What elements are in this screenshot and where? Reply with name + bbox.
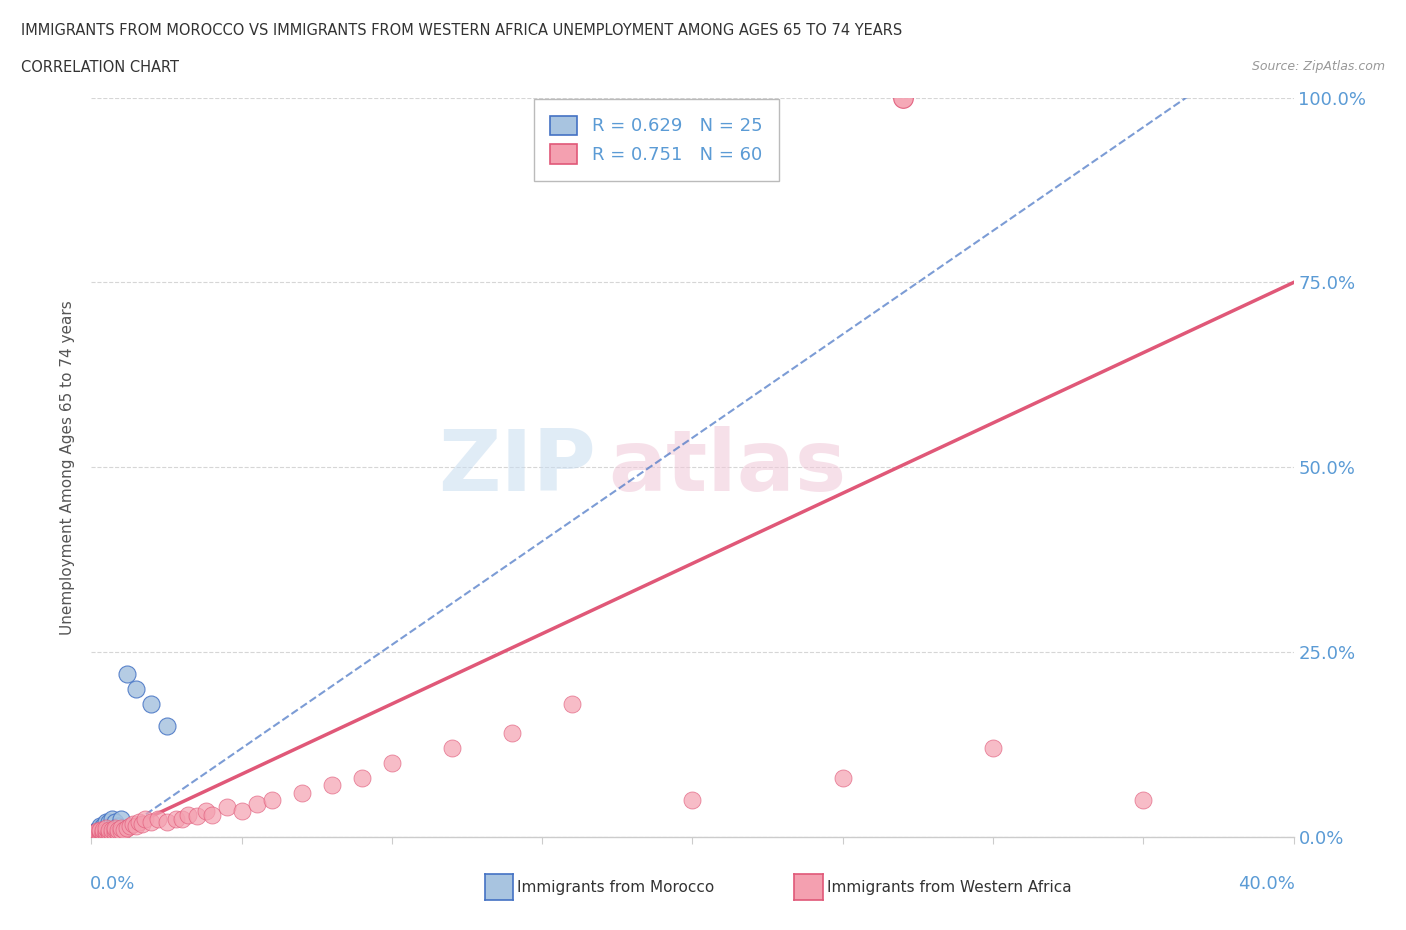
- Point: [246, 796, 269, 811]
- Point: [86, 828, 108, 843]
- Point: [110, 811, 132, 826]
- Point: [128, 815, 150, 830]
- Point: [831, 770, 853, 785]
- Point: [98, 815, 121, 830]
- Point: [89, 820, 111, 835]
- Point: [194, 804, 217, 818]
- Point: [501, 726, 523, 741]
- Text: ZIP: ZIP: [439, 426, 596, 509]
- Point: [93, 818, 115, 833]
- Point: [260, 792, 283, 807]
- Point: [321, 777, 343, 792]
- Point: [107, 822, 129, 837]
- Point: [98, 818, 121, 833]
- Point: [440, 741, 463, 756]
- Point: [89, 826, 111, 841]
- Point: [101, 817, 124, 831]
- Point: [120, 818, 142, 833]
- Point: [141, 815, 163, 830]
- Point: [231, 804, 253, 818]
- Point: [891, 90, 914, 105]
- Point: [101, 822, 124, 837]
- Legend: R = 0.629   N = 25, R = 0.751   N = 60: R = 0.629 N = 25, R = 0.751 N = 60: [534, 100, 779, 180]
- Point: [89, 826, 111, 841]
- Point: [146, 811, 169, 826]
- Point: [83, 828, 105, 843]
- Point: [83, 826, 105, 841]
- Point: [89, 822, 111, 837]
- Point: [89, 824, 111, 839]
- Point: [98, 824, 121, 839]
- Point: [86, 824, 108, 839]
- Point: [155, 815, 177, 830]
- Point: [981, 741, 1004, 756]
- Point: [201, 807, 224, 822]
- Point: [93, 827, 115, 842]
- Point: [98, 827, 121, 842]
- Point: [98, 822, 121, 837]
- Text: CORRELATION CHART: CORRELATION CHART: [21, 60, 179, 75]
- Point: [96, 825, 118, 840]
- Point: [96, 820, 118, 835]
- Point: [86, 822, 108, 837]
- Text: Immigrants from Western Africa: Immigrants from Western Africa: [827, 880, 1071, 895]
- Point: [86, 825, 108, 840]
- Point: [141, 697, 163, 711]
- Point: [89, 818, 111, 833]
- Point: [561, 697, 583, 711]
- Text: Immigrants from Morocco: Immigrants from Morocco: [517, 880, 714, 895]
- Point: [93, 824, 115, 839]
- Point: [93, 824, 115, 839]
- Point: [117, 820, 139, 835]
- Point: [117, 667, 139, 682]
- Y-axis label: Unemployment Among Ages 65 to 74 years: Unemployment Among Ages 65 to 74 years: [60, 300, 76, 634]
- Point: [104, 820, 127, 835]
- Point: [114, 822, 136, 837]
- Point: [96, 828, 118, 843]
- Point: [165, 811, 187, 826]
- Point: [89, 824, 111, 839]
- Point: [96, 824, 118, 839]
- Point: [186, 809, 208, 824]
- Point: [93, 822, 115, 837]
- Point: [104, 815, 127, 830]
- Point: [125, 682, 148, 697]
- Text: 40.0%: 40.0%: [1237, 875, 1295, 893]
- Point: [104, 825, 127, 840]
- Point: [131, 817, 153, 831]
- Point: [101, 826, 124, 841]
- Point: [155, 719, 177, 734]
- Point: [89, 828, 111, 843]
- Point: [291, 785, 314, 800]
- Point: [110, 820, 132, 835]
- Point: [125, 818, 148, 833]
- Text: Source: ZipAtlas.com: Source: ZipAtlas.com: [1251, 60, 1385, 73]
- Point: [1132, 792, 1154, 807]
- Point: [96, 822, 118, 837]
- Text: IMMIGRANTS FROM MOROCCO VS IMMIGRANTS FROM WESTERN AFRICA UNEMPLOYMENT AMONG AGE: IMMIGRANTS FROM MOROCCO VS IMMIGRANTS FR…: [21, 23, 903, 38]
- Point: [215, 800, 238, 815]
- Point: [134, 811, 156, 826]
- Point: [381, 755, 404, 770]
- Point: [101, 811, 124, 826]
- Point: [86, 824, 108, 839]
- Point: [107, 825, 129, 840]
- Point: [110, 824, 132, 839]
- Point: [83, 826, 105, 841]
- Point: [350, 770, 373, 785]
- Point: [96, 820, 118, 835]
- Point: [96, 815, 118, 830]
- Point: [176, 807, 198, 822]
- Point: [122, 817, 145, 831]
- Point: [86, 828, 108, 843]
- Point: [170, 811, 193, 826]
- Point: [93, 822, 115, 837]
- Text: atlas: atlas: [609, 426, 846, 509]
- Point: [107, 818, 129, 833]
- Point: [104, 823, 127, 838]
- Text: 0.0%: 0.0%: [90, 875, 135, 893]
- Point: [681, 792, 703, 807]
